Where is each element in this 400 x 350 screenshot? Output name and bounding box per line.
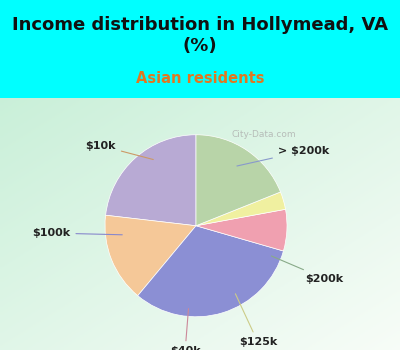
Text: $125k: $125k <box>235 294 277 347</box>
Text: $10k: $10k <box>86 141 153 160</box>
Text: $200k: $200k <box>271 256 343 284</box>
Wedge shape <box>196 209 287 251</box>
Text: > $200k: > $200k <box>237 146 329 166</box>
Text: City-Data.com: City-Data.com <box>232 130 296 139</box>
Wedge shape <box>196 192 286 226</box>
Text: $40k: $40k <box>170 309 200 350</box>
Wedge shape <box>138 226 284 317</box>
Wedge shape <box>106 135 196 226</box>
Wedge shape <box>196 135 280 226</box>
Text: Income distribution in Hollymead, VA
(%): Income distribution in Hollymead, VA (%) <box>12 16 388 55</box>
Text: $100k: $100k <box>32 228 122 238</box>
Wedge shape <box>105 215 196 296</box>
Text: Asian residents: Asian residents <box>136 71 264 86</box>
